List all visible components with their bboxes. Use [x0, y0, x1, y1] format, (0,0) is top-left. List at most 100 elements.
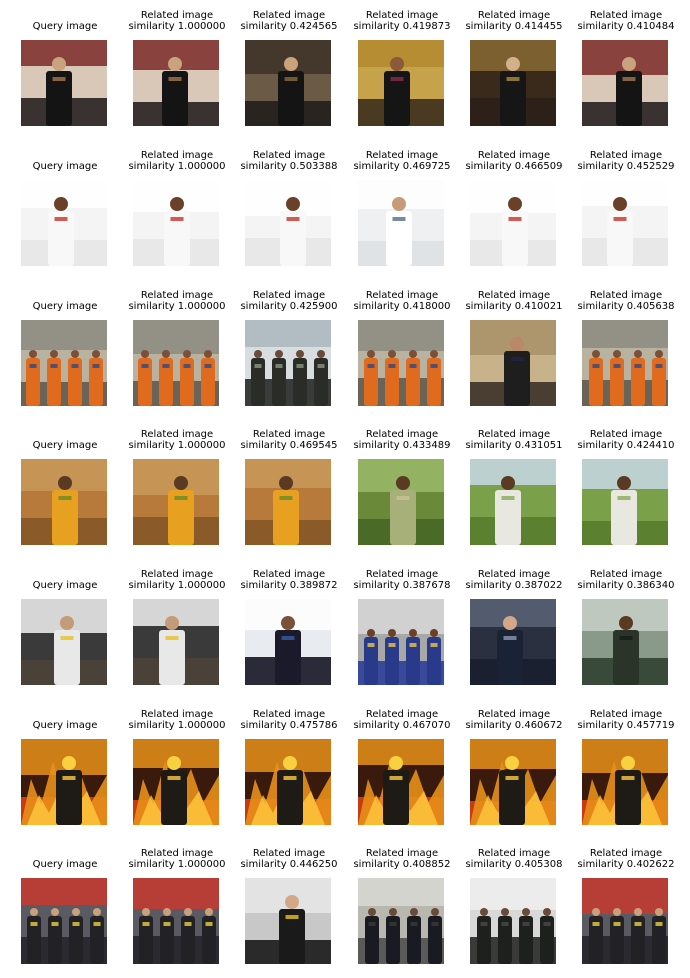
- related-label: Related image: [589, 709, 663, 720]
- related-label: Related image: [252, 848, 326, 859]
- related-label: Related image: [477, 290, 551, 301]
- related-label: Related image: [252, 569, 326, 580]
- query-image: [21, 739, 107, 825]
- related-cell: Related image similarity 0.433489: [346, 429, 458, 559]
- related-label: Related image: [365, 848, 439, 859]
- related-image: [245, 739, 331, 825]
- related-image: [245, 320, 331, 406]
- related-cell: Related image similarity 0.469725: [346, 150, 458, 280]
- related-image: [358, 459, 444, 545]
- related-image: [133, 739, 219, 825]
- related-label: Related image: [365, 569, 439, 580]
- related-image: [470, 878, 556, 964]
- query-image: [21, 180, 107, 266]
- related-label: Related image: [477, 150, 551, 161]
- related-image: [470, 180, 556, 266]
- similarity-score: similarity 0.387678: [353, 580, 451, 591]
- query-cell: Query image: [9, 569, 121, 699]
- related-label: Related image: [477, 709, 551, 720]
- related-cell: Related image similarity 1.000000: [121, 10, 233, 140]
- similarity-score: similarity 0.446250: [240, 859, 338, 870]
- related-cell: Related image similarity 0.419873: [346, 10, 458, 140]
- related-image: [358, 320, 444, 406]
- related-label: Related image: [365, 10, 439, 21]
- related-image: [133, 320, 219, 406]
- query-cell: Query image: [9, 10, 121, 140]
- related-cell: Related image similarity 0.424410: [570, 429, 682, 559]
- similarity-score: similarity 0.389872: [240, 580, 338, 591]
- related-image: [245, 459, 331, 545]
- related-label: Related image: [477, 569, 551, 580]
- related-image: [470, 459, 556, 545]
- related-label: Related image: [589, 150, 663, 161]
- related-cell: Related image similarity 0.418000: [346, 290, 458, 420]
- similarity-score: similarity 0.414455: [465, 21, 563, 32]
- related-label: Related image: [140, 709, 214, 720]
- similarity-score: similarity 0.503388: [240, 161, 338, 172]
- query-cell: Query image: [9, 429, 121, 559]
- similarity-score: similarity 0.452529: [577, 161, 675, 172]
- related-label: Related image: [140, 150, 214, 161]
- similarity-score: similarity 1.000000: [128, 580, 226, 591]
- related-image: [582, 878, 668, 964]
- related-cell: Related image similarity 0.457719: [570, 709, 682, 839]
- related-cell: Related image similarity 0.466509: [458, 150, 570, 280]
- query-label: Query image: [32, 720, 98, 731]
- similarity-score: similarity 0.387022: [465, 580, 563, 591]
- query-label: Query image: [32, 21, 98, 32]
- related-label: Related image: [365, 429, 439, 440]
- query-label: Query image: [32, 580, 98, 591]
- query-label: Query image: [32, 161, 98, 172]
- related-image: [245, 878, 331, 964]
- query-image: [21, 40, 107, 126]
- related-image: [470, 599, 556, 685]
- similarity-score: similarity 1.000000: [128, 720, 226, 731]
- query-label: Query image: [32, 440, 98, 451]
- similarity-score: similarity 0.424565: [240, 21, 338, 32]
- query-cell: Query image: [9, 848, 121, 978]
- similarity-score: similarity 0.466509: [465, 161, 563, 172]
- related-cell: Related image similarity 0.414455: [458, 10, 570, 140]
- related-image: [133, 459, 219, 545]
- related-cell: Related image similarity 1.000000: [121, 709, 233, 839]
- similarity-score: similarity 0.469545: [240, 440, 338, 451]
- related-image: [470, 40, 556, 126]
- similarity-score: similarity 0.460672: [465, 720, 563, 731]
- related-label: Related image: [477, 10, 551, 21]
- similarity-score: similarity 0.405308: [465, 859, 563, 870]
- related-image: [582, 40, 668, 126]
- related-label: Related image: [140, 569, 214, 580]
- related-image: [582, 599, 668, 685]
- query-label: Query image: [32, 859, 98, 870]
- related-cell: Related image similarity 0.405638: [570, 290, 682, 420]
- similarity-score: similarity 0.433489: [353, 440, 451, 451]
- related-cell: Related image similarity 0.424565: [233, 10, 345, 140]
- related-label: Related image: [252, 709, 326, 720]
- related-cell: Related image similarity 0.386340: [570, 569, 682, 699]
- similarity-score: similarity 0.386340: [577, 580, 675, 591]
- related-label: Related image: [589, 429, 663, 440]
- similarity-score: similarity 1.000000: [128, 440, 226, 451]
- related-image: [245, 599, 331, 685]
- similarity-score: similarity 0.475786: [240, 720, 338, 731]
- related-cell: Related image similarity 1.000000: [121, 569, 233, 699]
- related-image: [133, 878, 219, 964]
- related-cell: Related image similarity 1.000000: [121, 429, 233, 559]
- related-label: Related image: [140, 429, 214, 440]
- related-cell: Related image similarity 0.469545: [233, 429, 345, 559]
- related-cell: Related image similarity 0.410021: [458, 290, 570, 420]
- related-cell: Related image similarity 0.405308: [458, 848, 570, 978]
- related-label: Related image: [589, 290, 663, 301]
- related-cell: Related image similarity 0.467070: [346, 709, 458, 839]
- related-image: [133, 180, 219, 266]
- related-image: [582, 320, 668, 406]
- related-label: Related image: [589, 848, 663, 859]
- similarity-score: similarity 1.000000: [128, 859, 226, 870]
- related-image: [133, 40, 219, 126]
- query-cell: Query image: [9, 709, 121, 839]
- similarity-score: similarity 0.424410: [577, 440, 675, 451]
- query-image: [21, 459, 107, 545]
- related-label: Related image: [140, 290, 214, 301]
- similarity-score: similarity 1.000000: [128, 301, 226, 312]
- query-image: [21, 878, 107, 964]
